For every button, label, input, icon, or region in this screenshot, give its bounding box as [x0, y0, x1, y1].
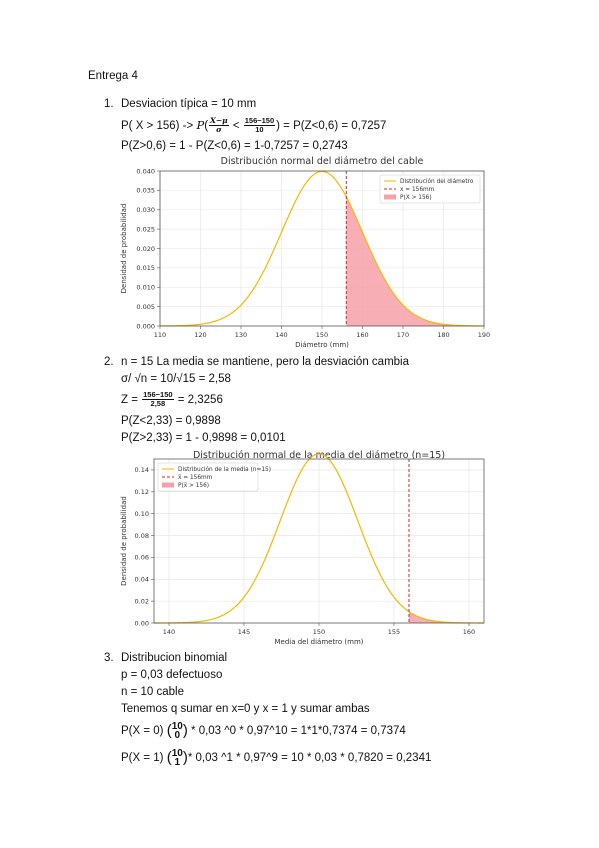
y-tick-label: 0.04 [135, 576, 149, 584]
x-axis-label: Diámetro (mm) [295, 341, 349, 349]
y-tick-label: 0.14 [135, 466, 149, 474]
y-tick-label: 0.040 [136, 167, 155, 175]
y-tick-label: 0.00 [135, 619, 149, 627]
item-number-2: 2. [104, 356, 114, 368]
item-3-title: Distribucion binomial [121, 652, 228, 664]
chart-normal-diameter: Distribución normal del diámetro del cab… [120, 156, 490, 349]
x-tick-label: 110 [154, 331, 166, 339]
item-number-1: 1. [104, 98, 114, 110]
legend-label: P(X > 156) [400, 195, 432, 201]
binomial-bottom: 1 [174, 756, 181, 768]
item-2-line-4: P(Z>2,33) = 1 - 0,9898 = 0,0101 [121, 432, 286, 444]
formula-fraction-1: X−μ σ [209, 117, 229, 134]
chart-title: Distribución normal del diámetro del cab… [221, 156, 424, 167]
document-heading: Entrega 4 [88, 70, 138, 82]
item-number-3: 3. [104, 652, 114, 664]
y-tick-label: 0.015 [136, 264, 155, 272]
legend-label: Distribución del diámetro [400, 178, 474, 185]
y-tick-label: 0.12 [135, 488, 149, 496]
density-curve [153, 453, 485, 624]
chart-title: Distribución normal de la media del diám… [193, 450, 445, 461]
x-tick-label: 155 [388, 628, 400, 636]
formula-prefix: P(X = 1) [121, 752, 167, 764]
item-2-formula: Z = 156−150 2,58 = 2,3256 [121, 389, 223, 411]
formula-prefix: Z = [121, 394, 142, 406]
formula-suffix: ) = P(Z<0,6) = 0,7257 [276, 120, 387, 132]
binomial-top: 10 [171, 720, 183, 732]
x-tick-label: 160 [463, 628, 475, 636]
y-tick-label: 0.020 [136, 245, 155, 253]
fraction-numerator: X−μ [209, 116, 229, 127]
chart-normal-mean-diameter: Distribución normal de la media del diám… [120, 450, 485, 646]
y-axis-label: Densidad de probabilidad [120, 496, 128, 586]
y-tick-label: 0.08 [135, 532, 149, 540]
legend-label: P(x̄ > 156) [178, 483, 209, 489]
x-tick-label: 170 [397, 331, 409, 339]
item-2-line-3: P(Z<2,33) = 0,9898 [121, 415, 221, 427]
y-tick-label: 0.06 [135, 554, 149, 562]
x-tick-label: 150 [313, 628, 325, 636]
y-tick-label: 0.10 [135, 510, 149, 518]
item-3-line-5: P(X = 1) (10 1)* 0,03 ^1 * 0,97^9 = 10 * … [121, 746, 431, 770]
legend-swatch [384, 194, 396, 200]
x-tick-label: 150 [316, 331, 328, 339]
y-axis-label: Densidad de probabilidad [120, 204, 128, 294]
formula-lt: < [229, 120, 243, 132]
y-tick-label: 0.000 [136, 322, 155, 330]
formula-prefix: P(X = 0) [121, 725, 167, 737]
fraction-denominator: σ [216, 125, 222, 135]
x-tick-label: 160 [356, 331, 368, 339]
item-3-line-2: n = 10 cable [121, 686, 184, 698]
y-tick-label: 0.035 [136, 187, 155, 195]
item-1-line-2: P(Z>0,6) = 1 - P(Z<0,6) = 1-0,7257 = 0,2… [121, 140, 348, 152]
x-axis-label: Media del diámetro (mm) [274, 638, 363, 646]
formula-suffix: * 0,03 ^0 * 0,97^10 = 1*1*0,7374 = 0,737… [187, 725, 406, 737]
x-tick-label: 190 [478, 331, 490, 339]
fraction-denominator: 2,58 [150, 399, 166, 409]
formula-fraction-2: 156−150 10 [243, 116, 276, 135]
legend-box [379, 174, 481, 204]
x-tick-label: 180 [437, 331, 449, 339]
x-tick-label: 140 [275, 331, 287, 339]
binomial-coefficient: (10 1) [166, 747, 188, 768]
item-3-line-4: P(X = 0) (10 0) * 0,03 ^0 * 0,97^10 = 1*1… [121, 719, 406, 743]
legend-swatch [162, 482, 174, 488]
formula-p: P [196, 118, 205, 132]
legend-label: x̄ = 156mm [178, 475, 213, 481]
y-tick-label: 0.005 [136, 303, 155, 311]
fraction-denominator: 10 [255, 125, 264, 135]
binomial-coefficient: (10 0) [166, 720, 188, 741]
y-tick-label: 0.030 [136, 206, 155, 214]
y-tick-label: 0.02 [135, 597, 149, 605]
item-1-title: Desviacion típica = 10 mm [121, 98, 257, 110]
legend-box [157, 462, 259, 492]
plot-frame [153, 458, 485, 624]
item-2-line-1: σ/ √n = 10/√15 = 2,58 [121, 373, 231, 385]
formula-suffix: = 2,3256 [174, 394, 223, 406]
item-2-title: n = 15 La media se mantiene, pero la des… [121, 356, 409, 368]
binomial-bottom: 0 [174, 729, 181, 741]
fraction-numerator: 156−150 [142, 390, 174, 401]
shaded-area [346, 196, 484, 326]
density-curve [159, 170, 485, 327]
item-3-line-1: p = 0,03 defectuoso [121, 669, 223, 681]
x-tick-label: 120 [194, 331, 206, 339]
formula-suffix: * 0,03 ^1 * 0,97^9 = 10 * 0,03 * 0,7820 … [187, 752, 432, 764]
fraction-numerator: 156−150 [243, 116, 276, 127]
legend-label: x = 156mm [400, 187, 435, 193]
y-tick-label: 0.010 [136, 284, 155, 292]
item-3-line-3: Tenemos q sumar en x=0 y x = 1 y sumar a… [121, 703, 370, 715]
plot-frame [159, 170, 485, 327]
x-tick-label: 130 [235, 331, 247, 339]
item-1-formula: P( X > 156) -> P(X−μ σ < 156−150 10) = P(Z… [121, 116, 387, 135]
binomial-top: 10 [171, 747, 183, 759]
formula-fraction: 156−150 2,58 [142, 390, 174, 409]
y-tick-label: 0.025 [136, 225, 155, 233]
formula-prefix: P( X > 156) -> [121, 120, 197, 132]
legend-label: Distribución de la media (n=15) [178, 466, 271, 473]
x-tick-label: 145 [238, 628, 250, 636]
x-tick-label: 140 [163, 628, 175, 636]
